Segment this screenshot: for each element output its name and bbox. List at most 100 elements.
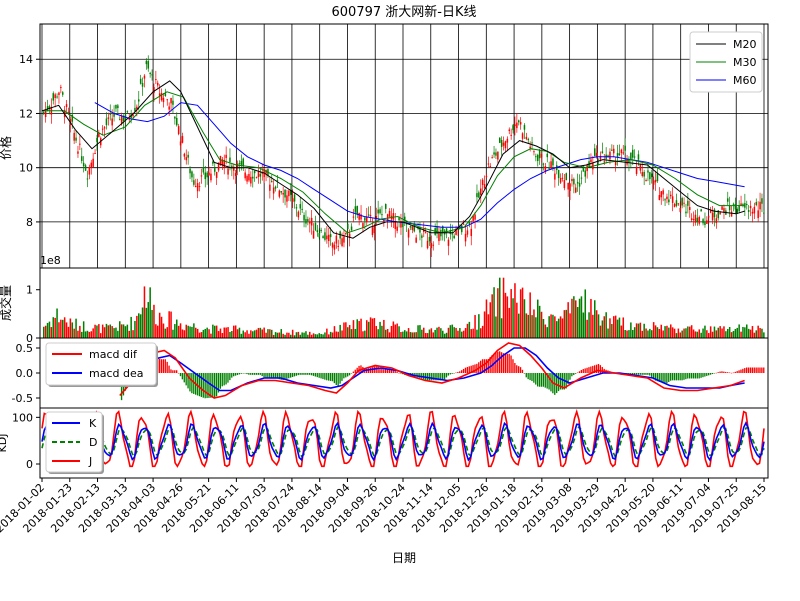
macd-hist-bar: [696, 373, 698, 379]
candle-body: [616, 153, 619, 158]
candle-body: [381, 214, 383, 216]
macd-hist-bar: [162, 359, 165, 373]
macd-hist-bar: [740, 369, 742, 373]
macd-hist-bar: [717, 372, 719, 373]
candle-body: [269, 184, 271, 191]
volume-bar: [94, 324, 96, 338]
macd-histogram: [120, 351, 765, 401]
volume-bar: [242, 330, 245, 338]
candle-body: [694, 214, 697, 223]
volume-bar: [512, 298, 514, 338]
macd-hist-bar: [181, 373, 184, 380]
candle-body: [223, 159, 226, 168]
candle-body: [204, 172, 207, 180]
macd-hist-bar: [204, 373, 206, 399]
candle-body: [166, 99, 169, 101]
candle-body: [196, 183, 199, 192]
candle-body: [386, 214, 389, 221]
volume-bar: [527, 314, 530, 338]
candle-body: [689, 207, 691, 210]
volume-bar: [364, 330, 366, 338]
macd-hist-bar: [326, 373, 328, 381]
candle-body: [453, 235, 455, 239]
candle-body: [394, 221, 397, 229]
macd-hist-bar: [599, 365, 602, 373]
volume-bar: [360, 318, 362, 338]
volume-bar: [751, 326, 754, 338]
macd-hist-bar: [451, 373, 453, 374]
volume-bar: [603, 316, 606, 338]
volume-bar: [402, 331, 404, 338]
macd-hist-bar: [432, 373, 434, 381]
candle-body: [109, 113, 112, 115]
macd-hist-bar: [666, 373, 668, 384]
candle-body: [352, 216, 355, 218]
candle-body: [369, 215, 372, 217]
candle-body: [493, 152, 495, 155]
macd-hist-bar: [231, 373, 233, 378]
macd-hist-bar: [728, 372, 731, 374]
macd-hist-bar: [723, 371, 725, 373]
volume-bar: [409, 332, 412, 338]
volume-bar: [483, 311, 486, 338]
candle-body: [413, 223, 416, 232]
candle-body: [563, 180, 566, 189]
price-grid: [40, 24, 768, 268]
volume-bar: [453, 327, 455, 338]
candle-body: [379, 209, 381, 214]
volume-bar: [588, 312, 590, 338]
candle-body: [763, 212, 765, 214]
volume-bar: [272, 334, 275, 338]
candle-body: [195, 185, 197, 187]
candle-body: [291, 198, 294, 202]
volume-bar: [119, 321, 121, 338]
volume-bar: [299, 334, 302, 338]
candle-body: [329, 234, 332, 238]
candle-body: [65, 104, 68, 107]
volume-bar: [329, 331, 332, 338]
candle-body: [280, 191, 283, 193]
price-axes-frame: [39, 23, 769, 269]
macd-hist-bar: [252, 373, 254, 375]
volume-bar: [611, 324, 613, 338]
macd-hist-bar: [215, 373, 218, 397]
volume-bar: [559, 316, 562, 338]
volume-bar: [221, 332, 224, 338]
macd-hist-bar: [196, 373, 199, 396]
price-y-tick-label: 14: [19, 53, 33, 66]
volume-bar: [497, 288, 499, 338]
macd-hist-bar: [390, 369, 393, 373]
candle-body: [582, 167, 585, 172]
macd-hist-bar: [263, 373, 265, 378]
macd-hist-bar: [280, 373, 282, 380]
candle-body: [594, 148, 596, 157]
volume-bar: [143, 286, 146, 338]
candle-body: [367, 214, 370, 216]
candle-body: [755, 202, 758, 206]
volume-bar: [52, 317, 55, 338]
macd-hist-bar: [356, 367, 358, 373]
volume-bar: [442, 330, 444, 338]
volume-bar: [257, 327, 260, 338]
candle-body: [174, 116, 176, 119]
kdj-k-line: [41, 421, 765, 463]
volume-bar: [500, 318, 503, 338]
volume-bar: [567, 302, 569, 338]
volume-bar: [162, 323, 165, 338]
candle-body: [43, 111, 45, 113]
candle-body: [94, 153, 96, 155]
volume-bar: [398, 326, 400, 338]
candle-body: [371, 227, 374, 235]
candle-body: [611, 149, 613, 151]
volume-bar: [210, 333, 212, 338]
candle-body: [546, 153, 549, 158]
macd-hist-bar: [348, 373, 351, 376]
volume-bar: [476, 329, 478, 338]
candle-body: [464, 233, 467, 242]
volume-bar: [345, 322, 347, 338]
volume-bar: [531, 315, 533, 338]
candle-body: [525, 136, 528, 140]
volume-bar: [504, 292, 507, 338]
macd-hist-bar: [434, 373, 436, 381]
kdj-axes-frame: [39, 407, 769, 479]
